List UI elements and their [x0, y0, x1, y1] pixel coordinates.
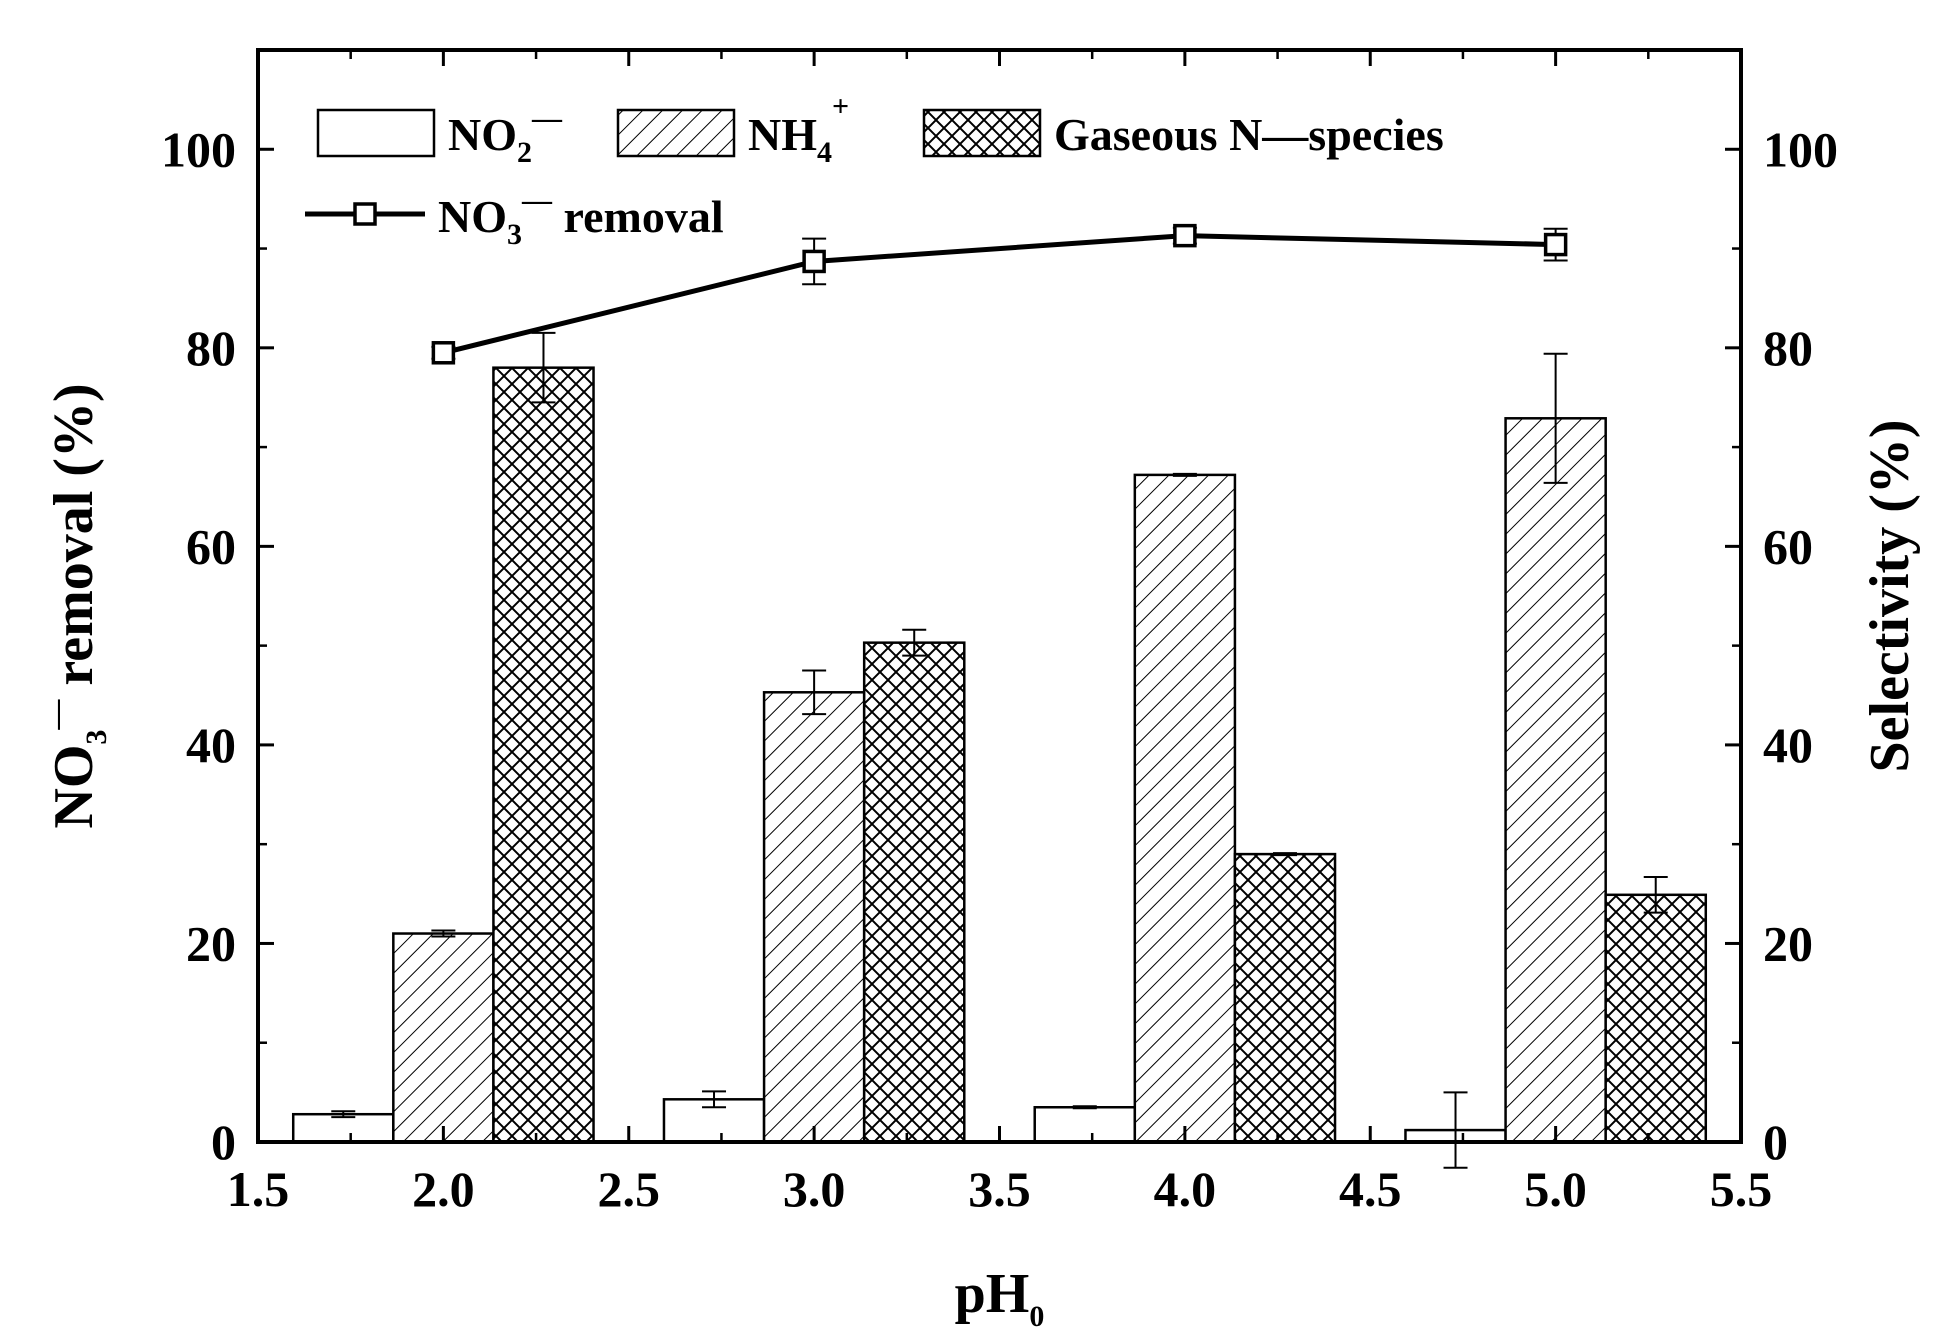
y-left-tick-label-3: 60: [186, 518, 236, 574]
x-axis-ticks: 1.5 2.0 2.5 3.0 3.5 4.0 4.5 5.0 5.5: [227, 50, 1773, 1217]
removal-point-2: [1173, 223, 1197, 248]
errorbar-s0-c1: [702, 1090, 727, 1109]
bar-s1-c2: [1133, 473, 1237, 1144]
bar-s2-c0: [492, 366, 595, 1144]
x-tick-label-3: 3.0: [783, 1161, 846, 1217]
x-tick-label-5: 4.0: [1154, 1161, 1217, 1217]
errorbar-s2-c0: [531, 331, 556, 404]
y-right-tick-label-0: 0: [1763, 1114, 1788, 1170]
x-tick-label-0: 1.5: [227, 1161, 290, 1217]
legend-label-gaseous: Gaseous N—species: [1054, 109, 1444, 160]
legend: NO2— NH4+ Gaseous N—species NO3— removal: [305, 90, 1444, 251]
bar-s2-c2: [1233, 852, 1337, 1144]
removal-point-1: [802, 249, 826, 274]
y-left-tick-label-2: 40: [186, 717, 236, 773]
removal-point-3: [1543, 232, 1568, 257]
y-left-tick-label-4: 80: [186, 320, 236, 376]
y-right-tick-label-3: 60: [1763, 518, 1813, 574]
errorbar-s0-c0: [331, 1110, 356, 1119]
y-axis-left-ticks: 0 20 40 60 80 100: [161, 121, 274, 1170]
x-tick-label-7: 5.0: [1524, 1161, 1587, 1217]
legend-line-marker: [353, 202, 377, 226]
y-axis-right-ticks: 0 20 40 60 80 100: [1725, 121, 1838, 1170]
y-right-tick-label-1: 20: [1763, 915, 1813, 971]
legend-swatch-nh4: [616, 108, 736, 158]
y-left-tick-label-5: 100: [161, 121, 236, 177]
bar-s0-c0: [291, 1112, 395, 1144]
y-right-tick-label-5: 100: [1763, 121, 1838, 177]
errorbar-s2-c2: [1272, 852, 1297, 857]
legend-swatch-gaseous: [922, 108, 1042, 158]
y-axis-right-title: Selectivity (%): [1859, 420, 1921, 773]
y-axis-left-title: NO3— removal (%): [40, 383, 113, 828]
bar-s1-c1: [762, 691, 866, 1144]
bar-s2-c1: [862, 641, 966, 1144]
x-tick-label-8: 5.5: [1710, 1161, 1773, 1217]
legend-swatch-no2: [316, 108, 436, 158]
errorbar-s1-c1: [802, 669, 827, 716]
bar-s0-c2: [1033, 1106, 1137, 1144]
legend-label-no2: NO2—: [448, 102, 563, 169]
bar-s2-c3: [1604, 893, 1708, 1144]
bars-layer: [291, 331, 1708, 1169]
legend-label-nh4: NH4+: [748, 90, 849, 169]
bar-s1-c3: [1504, 417, 1607, 1144]
removal-line-layer: [431, 223, 1568, 365]
y-left-tick-label-1: 20: [186, 915, 236, 971]
errorbar-s1-c0: [431, 929, 456, 938]
x-tick-label-2: 2.5: [598, 1161, 661, 1217]
removal-point-0: [431, 341, 456, 365]
y-right-tick-label-4: 80: [1763, 320, 1813, 376]
errorbar-s0-c3: [1443, 1091, 1468, 1169]
x-tick-label-1: 2.0: [412, 1161, 475, 1217]
errorbar-s2-c3: [1643, 875, 1668, 914]
errorbar-s2-c1: [902, 628, 927, 657]
x-axis-title: pH0: [955, 1263, 1045, 1333]
errorbar-s1-c2: [1172, 472, 1197, 477]
errorbar-s0-c2: [1072, 1105, 1097, 1110]
removal-line: [442, 233, 1556, 356]
y-right-tick-label-2: 40: [1763, 717, 1813, 773]
legend-label-removal: NO3— removal: [438, 184, 724, 251]
x-tick-label-6: 4.5: [1339, 1161, 1402, 1217]
errorbar-s1-c3: [1543, 352, 1568, 484]
x-tick-label-4: 3.5: [968, 1161, 1031, 1217]
bar-s1-c0: [392, 932, 495, 1144]
y-left-tick-label-0: 0: [211, 1114, 236, 1170]
